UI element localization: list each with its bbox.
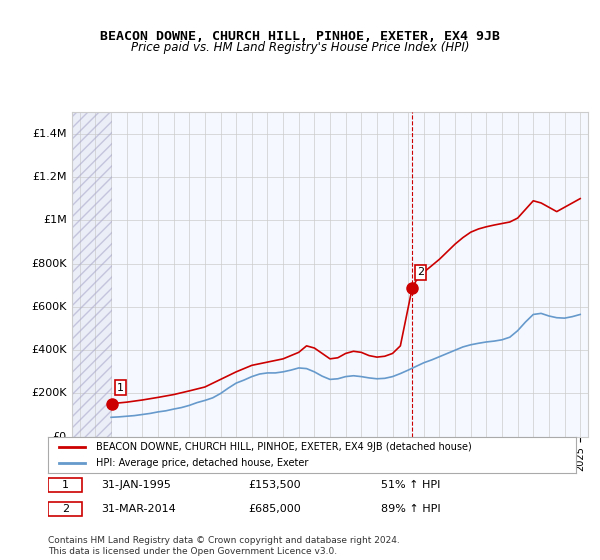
- Text: Contains HM Land Registry data © Crown copyright and database right 2024.
This d: Contains HM Land Registry data © Crown c…: [48, 536, 400, 556]
- Text: 51% ↑ HPI: 51% ↑ HPI: [380, 480, 440, 490]
- Text: 1: 1: [117, 382, 124, 393]
- Text: £200K: £200K: [31, 389, 67, 399]
- Text: £400K: £400K: [31, 345, 67, 355]
- Text: Price paid vs. HM Land Registry's House Price Index (HPI): Price paid vs. HM Land Registry's House …: [131, 41, 469, 54]
- Text: 2: 2: [417, 268, 424, 278]
- Text: HPI: Average price, detached house, Exeter: HPI: Average price, detached house, Exet…: [95, 458, 308, 468]
- Text: £1.4M: £1.4M: [32, 129, 67, 139]
- Text: £153,500: £153,500: [248, 480, 301, 490]
- Text: £800K: £800K: [31, 259, 67, 269]
- Text: 2: 2: [62, 504, 69, 514]
- Text: £600K: £600K: [31, 302, 67, 312]
- Text: £0: £0: [53, 432, 67, 442]
- FancyBboxPatch shape: [48, 478, 82, 492]
- Polygon shape: [72, 112, 112, 437]
- Text: BEACON DOWNE, CHURCH HILL, PINHOE, EXETER, EX4 9JB (detached house): BEACON DOWNE, CHURCH HILL, PINHOE, EXETE…: [95, 442, 471, 452]
- FancyBboxPatch shape: [48, 502, 82, 516]
- Polygon shape: [112, 112, 588, 437]
- Text: 1: 1: [62, 480, 69, 490]
- Text: 31-JAN-1995: 31-JAN-1995: [101, 480, 170, 490]
- Text: 31-MAR-2014: 31-MAR-2014: [101, 504, 176, 514]
- Text: BEACON DOWNE, CHURCH HILL, PINHOE, EXETER, EX4 9JB: BEACON DOWNE, CHURCH HILL, PINHOE, EXETE…: [100, 30, 500, 43]
- Text: 89% ↑ HPI: 89% ↑ HPI: [380, 504, 440, 514]
- Text: £685,000: £685,000: [248, 504, 301, 514]
- Text: £1M: £1M: [43, 215, 67, 225]
- Text: £1.2M: £1.2M: [32, 172, 67, 182]
